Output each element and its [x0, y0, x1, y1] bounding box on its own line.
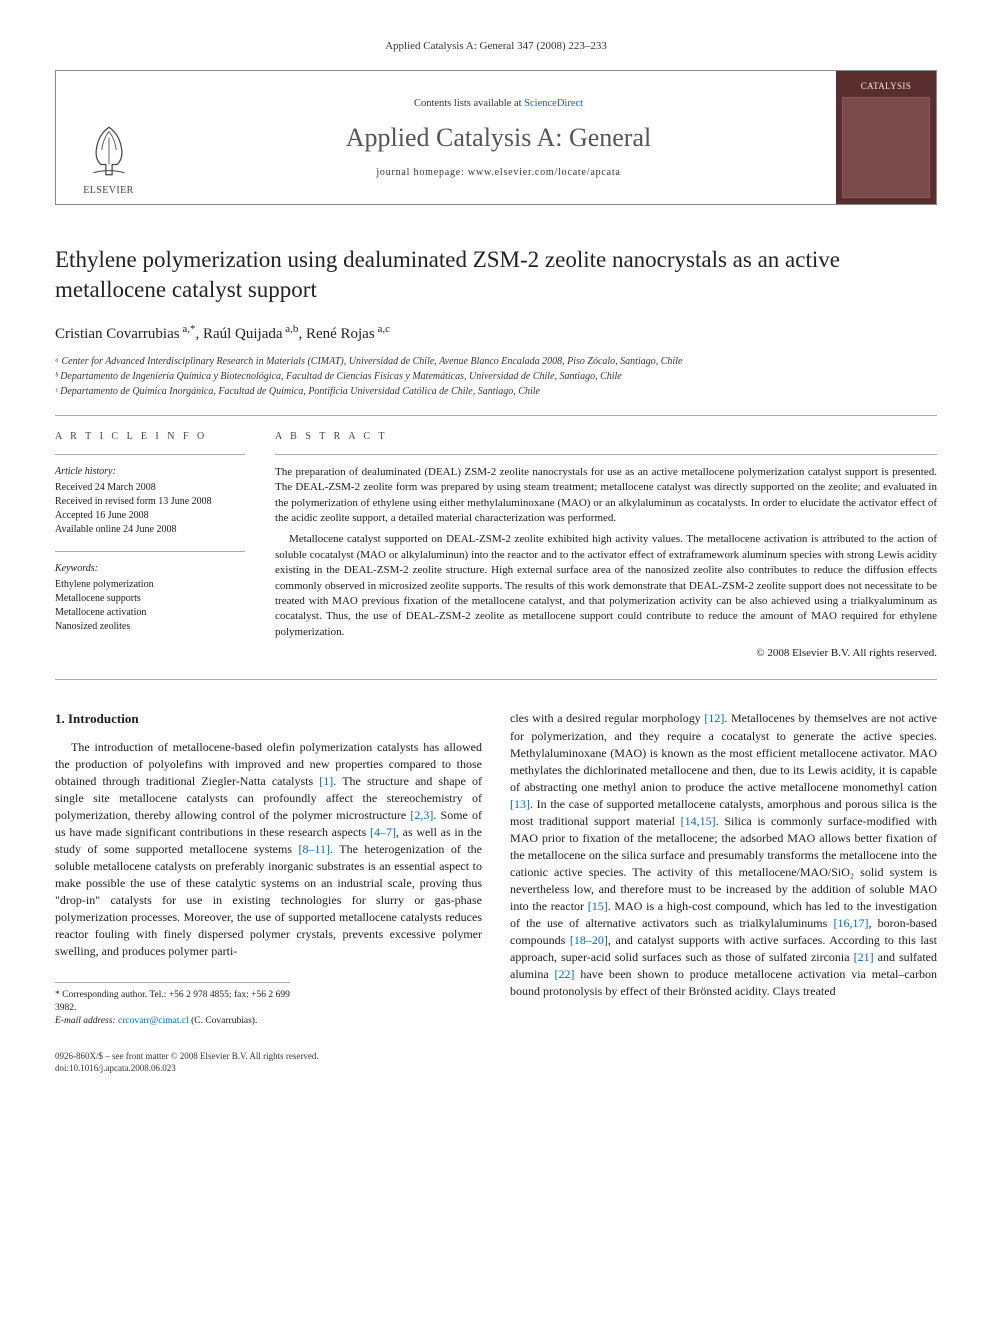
affiliation-a: ᵃ Center for Advanced Interdisciplinary … — [55, 355, 937, 369]
affil-marker: a,c — [375, 323, 390, 335]
history-item: Accepted 16 June 2008 — [55, 509, 245, 523]
divider — [275, 454, 937, 455]
cover-label: CATALYSIS — [861, 81, 912, 91]
elsevier-tree-icon — [78, 119, 140, 181]
divider — [55, 454, 245, 455]
corresponding-author: * Corresponding author. Tel.: +56 2 978 … — [55, 989, 290, 1015]
keywords-label: Keywords: — [55, 562, 245, 576]
divider — [55, 551, 245, 552]
keywords-block: Keywords: Ethylene polymerization Metall… — [55, 562, 245, 634]
contents-line: Contents lists available at ScienceDirec… — [414, 98, 583, 109]
page-footer: 0926-860X/$ – see front matter © 2008 El… — [55, 1050, 482, 1074]
footer-doi: doi:10.1016/j.apcata.2008.06.023 — [55, 1062, 482, 1074]
journal-cover-thumbnail: CATALYSIS — [836, 71, 936, 204]
author-3: René Rojas — [306, 326, 375, 342]
affiliations-block: ᵃ Center for Advanced Interdisciplinary … — [55, 355, 937, 399]
body-text-left: The introduction of metallocene-based ol… — [55, 739, 482, 960]
body-columns: 1. Introduction The introduction of meta… — [55, 710, 937, 1074]
body-col-right: cles with a desired regular morphology [… — [510, 710, 937, 1074]
affiliation-b: ᵇ Departamento de Ingeniería Química y B… — [55, 370, 937, 384]
abstract-p2: Metallocene catalyst supported on DEAL-Z… — [275, 532, 937, 640]
affil-marker: a,* — [180, 323, 196, 335]
publisher-label: ELSEVIER — [83, 185, 133, 196]
body-col-left: 1. Introduction The introduction of meta… — [55, 710, 482, 1074]
abstract-p1: The preparation of dealuminated (DEAL) Z… — [275, 465, 937, 527]
homepage-prefix: journal homepage: — [376, 167, 468, 178]
affiliation-c: ᶜ Departamento de Química Inorgánica, Fa… — [55, 385, 937, 399]
homepage-url[interactable]: www.elsevier.com/locate/apcata — [468, 167, 621, 178]
keyword: Metallocene activation — [55, 606, 245, 620]
email-suffix: (C. Covarrubias). — [189, 1016, 258, 1026]
abstract-copyright: © 2008 Elsevier B.V. All rights reserved… — [275, 646, 937, 661]
article-title: Ethylene polymerization using dealuminat… — [55, 245, 937, 305]
running-header: Applied Catalysis A: General 347 (2008) … — [55, 40, 937, 52]
affil-marker: a,b — [283, 323, 299, 335]
email-label: E-mail address: — [55, 1016, 118, 1026]
journal-name: Applied Catalysis A: General — [346, 123, 651, 153]
homepage-line: journal homepage: www.elsevier.com/locat… — [376, 167, 620, 178]
publisher-logo-block: ELSEVIER — [56, 71, 161, 204]
keyword: Nanosized zeolites — [55, 620, 245, 634]
article-info-col: A R T I C L E I N F O Article history: R… — [55, 430, 245, 662]
body-text-right: cles with a desired regular morphology [… — [510, 710, 937, 1000]
banner-center: Contents lists available at ScienceDirec… — [161, 71, 836, 204]
history-item: Received in revised form 13 June 2008 — [55, 495, 245, 509]
email-link[interactable]: crcovarr@cimat.cl — [118, 1016, 189, 1026]
contents-prefix: Contents lists available at — [414, 98, 524, 109]
author-2: Raúl Quijada — [203, 326, 283, 342]
authors-line: Cristian Covarrubias a,*, Raúl Quijada a… — [55, 323, 937, 343]
email-line: E-mail address: crcovarr@cimat.cl (C. Co… — [55, 1015, 290, 1028]
article-history-label: Article history: — [55, 465, 245, 479]
keyword: Ethylene polymerization — [55, 578, 245, 592]
keyword: Metallocene supports — [55, 592, 245, 606]
history-item: Available online 24 June 2008 — [55, 523, 245, 537]
article-history-block: Article history: Received 24 March 2008 … — [55, 465, 245, 537]
cover-image-area — [842, 97, 930, 198]
info-abstract-row: A R T I C L E I N F O Article history: R… — [55, 416, 937, 680]
abstract-col: A B S T R A C T The preparation of dealu… — [275, 430, 937, 662]
abstract-heading: A B S T R A C T — [275, 430, 937, 444]
correspondence-footnote: * Corresponding author. Tel.: +56 2 978 … — [55, 982, 290, 1027]
divider — [55, 679, 937, 680]
article-info-heading: A R T I C L E I N F O — [55, 430, 245, 444]
journal-banner: ELSEVIER Contents lists available at Sci… — [55, 70, 937, 205]
sciencedirect-link[interactable]: ScienceDirect — [524, 98, 583, 109]
history-item: Received 24 March 2008 — [55, 481, 245, 495]
footer-copyright: 0926-860X/$ – see front matter © 2008 El… — [55, 1050, 482, 1062]
section-1-heading: 1. Introduction — [55, 710, 482, 728]
author-1: Cristian Covarrubias — [55, 326, 180, 342]
